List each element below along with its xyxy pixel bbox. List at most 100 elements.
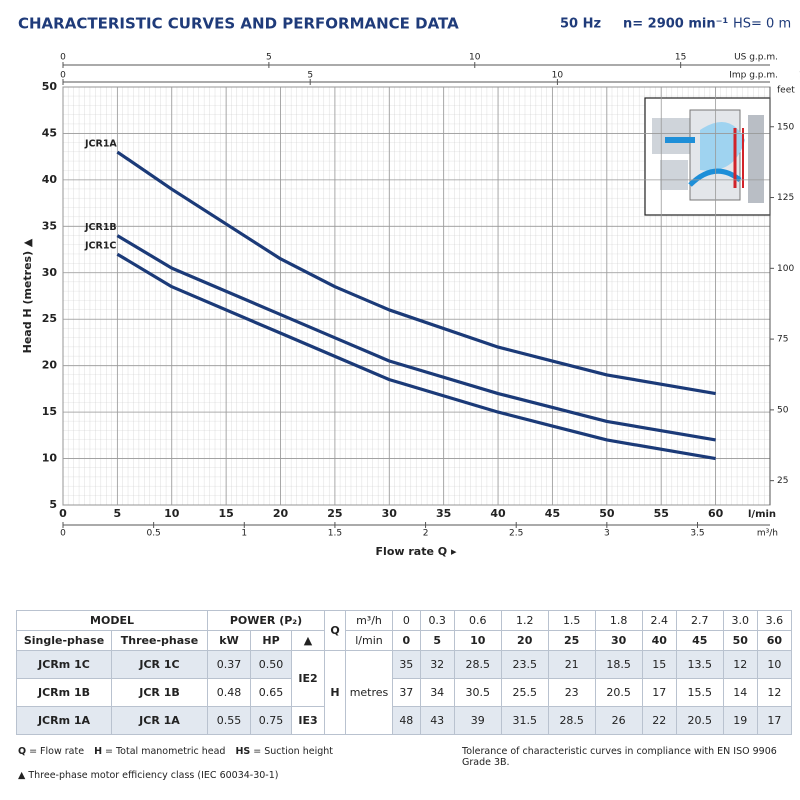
header-cell: 0.6: [453, 610, 502, 631]
header-cell: 1.8: [594, 610, 643, 631]
y-tick-label: 35: [42, 219, 57, 232]
tick-label: 3: [604, 529, 610, 539]
note-text: = Suction height: [253, 746, 334, 757]
suction-height: HS= 0 m: [733, 17, 791, 32]
speed: n= 2900 min⁻¹: [623, 17, 728, 32]
tick-label: 5: [307, 71, 313, 81]
header-cell: 5: [419, 630, 455, 651]
table-row: JCRm 1A JCR 1A 0.55 0.75 IE3 48 43 39 31.5 28.5 26…: [16, 706, 793, 735]
y-tick-label: 5: [49, 498, 57, 511]
table-cell: 26: [594, 706, 643, 735]
chart: CHARACTERISTIC CURVES AND PERFORMANCE DA…: [18, 15, 800, 559]
tick-label: 15: [799, 71, 800, 81]
efficiency-note: ▲ Three-phase motor efficiency class (IE…: [18, 770, 279, 781]
x-tick-label: 25: [327, 507, 342, 520]
pump-inset: [644, 97, 771, 216]
y-tick-label: 50: [42, 80, 58, 93]
header-cell: kW: [207, 630, 251, 651]
table-cell: IE3: [291, 706, 325, 735]
header-cell: 40: [641, 630, 677, 651]
header-cell: 60: [756, 630, 793, 651]
header-cell: 45: [675, 630, 724, 651]
table-cell: 23: [547, 678, 596, 707]
tick-label: 2: [423, 529, 429, 539]
table-cell: 23.5: [500, 650, 549, 679]
table-cell: 0.50: [250, 650, 292, 679]
table-cell: 14: [722, 678, 758, 707]
tick-label: 2.5: [509, 529, 523, 539]
table-cell: IE2: [291, 650, 325, 707]
table-cell: JCRm 1C: [16, 650, 112, 679]
header-cell: 30: [594, 630, 643, 651]
header-cell: 1.5: [547, 610, 596, 631]
table-cell: 25.5: [500, 678, 549, 707]
header-cell: ▲: [291, 630, 325, 651]
axis-unit: m³/h: [757, 529, 778, 539]
table-cell: 30.5: [453, 678, 502, 707]
table-cell: 32: [419, 650, 455, 679]
curve-label: JCR1C: [84, 241, 116, 252]
note-key: HS: [235, 746, 251, 757]
table-cell: 19: [722, 706, 758, 735]
note-key: Q: [18, 746, 27, 757]
chart-title: CHARACTERISTIC CURVES AND PERFORMANCE DA…: [18, 15, 459, 33]
table-cell: 18.5: [594, 650, 643, 679]
note-text: = Total manometric head: [105, 746, 226, 757]
x-axis-title: Flow rate Q ▸: [376, 545, 457, 558]
header-cell: l/min: [345, 630, 393, 651]
table-cell: 37: [392, 678, 421, 707]
y-tick-label: 15: [42, 405, 57, 418]
tick-label: 0: [60, 53, 66, 63]
tick-label: 125: [777, 193, 794, 203]
table-cell: metres: [345, 650, 393, 735]
table-cell: 21: [547, 650, 596, 679]
header-cell: 0.3: [419, 610, 455, 631]
header-cell: Three-phase: [111, 630, 208, 651]
table-cell: JCR 1B: [111, 678, 208, 707]
axis-unit: Imp g.p.m.: [729, 71, 778, 81]
curve: [116, 234, 716, 442]
header-cell: 0: [392, 610, 421, 631]
table-cell: 0.55: [207, 706, 251, 735]
x-tick-label: 10: [164, 507, 180, 520]
header-cell: 2.4: [641, 610, 677, 631]
table-cell: 28.5: [547, 706, 596, 735]
tick-label: 1: [241, 529, 247, 539]
header-cell: m³/h: [345, 610, 393, 631]
x-tick-label: 50: [599, 507, 615, 520]
y-tick-label: 40: [42, 173, 58, 186]
table-cell: 12: [756, 678, 793, 707]
x-unit: l/min: [748, 509, 776, 520]
table-cell: 15.5: [675, 678, 724, 707]
table-cell: 39: [453, 706, 502, 735]
tick-label: 3.5: [690, 529, 704, 539]
tick-label: 25: [777, 476, 788, 486]
legend-notes: Q = Flow rate H = Total manometric head HS = …: [18, 746, 343, 757]
x-tick-label: 20: [273, 507, 289, 520]
table-cell: 31.5: [500, 706, 549, 735]
table-cell: 0.37: [207, 650, 251, 679]
table-cell: 34: [419, 678, 455, 707]
x-tick-label: 55: [654, 507, 669, 520]
header-cell: 1.2: [500, 610, 549, 631]
table-cell: 12: [722, 650, 758, 679]
tolerance-note: Tolerance of characteristic curves in co…: [462, 746, 777, 768]
x-tick-label: 40: [490, 507, 506, 520]
curve: [116, 252, 716, 461]
note-text: = Flow rate: [29, 746, 85, 757]
table-cell: 28.5: [453, 650, 502, 679]
table-cell: 13.5: [675, 650, 724, 679]
tick-label: 0: [60, 529, 66, 539]
x-tick-label: 30: [382, 507, 398, 520]
x-tick-label: 35: [436, 507, 451, 520]
tick-label: 5: [266, 53, 272, 63]
header-cell: POWER (P₂): [207, 610, 325, 631]
tick-label: 1.5: [328, 529, 342, 539]
header-cell: 3.0: [722, 610, 758, 631]
table-cell: 0.48: [207, 678, 251, 707]
table-cell: H: [324, 650, 346, 735]
y-tick-label: 25: [42, 312, 57, 325]
